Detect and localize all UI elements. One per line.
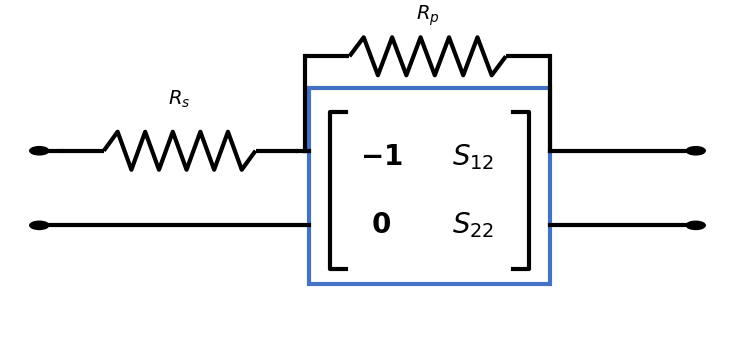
Text: $\boldsymbol{S_{12}}$: $\boldsymbol{S_{12}}$ bbox=[452, 142, 494, 172]
Circle shape bbox=[29, 221, 49, 229]
Text: $\mathbf{0}$: $\mathbf{0}$ bbox=[371, 211, 391, 239]
Text: $\mathbf{-1}$: $\mathbf{-1}$ bbox=[360, 143, 403, 171]
Circle shape bbox=[686, 147, 706, 155]
FancyBboxPatch shape bbox=[309, 88, 550, 284]
Text: $R_p$: $R_p$ bbox=[416, 3, 440, 28]
Text: $R_s$: $R_s$ bbox=[168, 88, 191, 110]
Circle shape bbox=[686, 221, 706, 229]
Text: $\boldsymbol{S_{22}}$: $\boldsymbol{S_{22}}$ bbox=[452, 211, 494, 240]
Circle shape bbox=[29, 147, 49, 155]
